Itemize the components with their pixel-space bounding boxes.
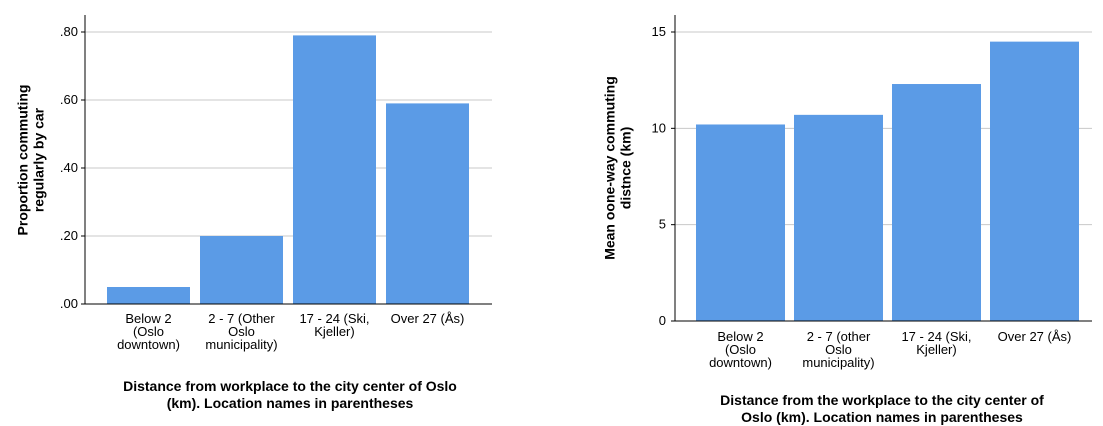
category-label: (Oslo bbox=[133, 324, 164, 339]
x-axis-title: Distance from the workplace to the city … bbox=[720, 392, 1044, 408]
y-tick-label: .00 bbox=[60, 296, 78, 311]
y-tick-label: .80 bbox=[60, 24, 78, 39]
category-label: municipality) bbox=[205, 337, 277, 352]
category-label: (Oslo bbox=[725, 342, 756, 357]
category-label: 2 - 7 (other bbox=[807, 329, 871, 344]
y-axis-title: Proportion commuting bbox=[15, 85, 31, 236]
y-tick-label: .40 bbox=[60, 160, 78, 175]
category-label: downtown) bbox=[709, 355, 772, 370]
category-label: Oslo bbox=[228, 324, 255, 339]
category-label: Over 27 (Ås) bbox=[998, 329, 1072, 344]
category-label: 2 - 7 (Other bbox=[208, 311, 275, 326]
y-tick-label: .20 bbox=[60, 228, 78, 243]
bar bbox=[107, 287, 190, 304]
category-label: downtown) bbox=[117, 337, 180, 352]
category-label: 17 - 24 (Ski, bbox=[901, 329, 971, 344]
bar bbox=[794, 114, 883, 321]
y-tick-label: 10 bbox=[652, 120, 666, 135]
y-axis-title: distnce (km) bbox=[618, 127, 634, 209]
x-axis-title: (km). Location names in parentheses bbox=[167, 395, 414, 411]
y-axis-title: regularly by car bbox=[31, 107, 47, 212]
category-label: Kjeller) bbox=[916, 342, 956, 357]
y-tick-label: 5 bbox=[659, 217, 666, 232]
y-axis-title: Mean oone-way commuting bbox=[602, 76, 618, 260]
bar bbox=[200, 236, 283, 304]
y-tick-label: 0 bbox=[659, 313, 666, 328]
category-label: Below 2 bbox=[717, 329, 763, 344]
category-label: 17 - 24 (Ski, bbox=[299, 311, 369, 326]
bar bbox=[696, 124, 785, 321]
bar bbox=[386, 103, 469, 305]
x-axis-title: Oslo (km). Location names in parentheses bbox=[741, 409, 1023, 425]
category-label: Below 2 bbox=[125, 311, 171, 326]
category-label: Over 27 (Ås) bbox=[391, 311, 465, 326]
y-tick-label: 15 bbox=[652, 24, 666, 39]
category-label: Oslo bbox=[825, 342, 852, 357]
bar bbox=[990, 41, 1079, 322]
bar bbox=[293, 35, 376, 305]
bar bbox=[892, 84, 981, 322]
y-tick-label: .60 bbox=[60, 92, 78, 107]
x-axis-title: Distance from workplace to the city cent… bbox=[123, 378, 457, 394]
category-label: municipality) bbox=[802, 355, 874, 370]
category-label: Kjeller) bbox=[314, 324, 354, 339]
